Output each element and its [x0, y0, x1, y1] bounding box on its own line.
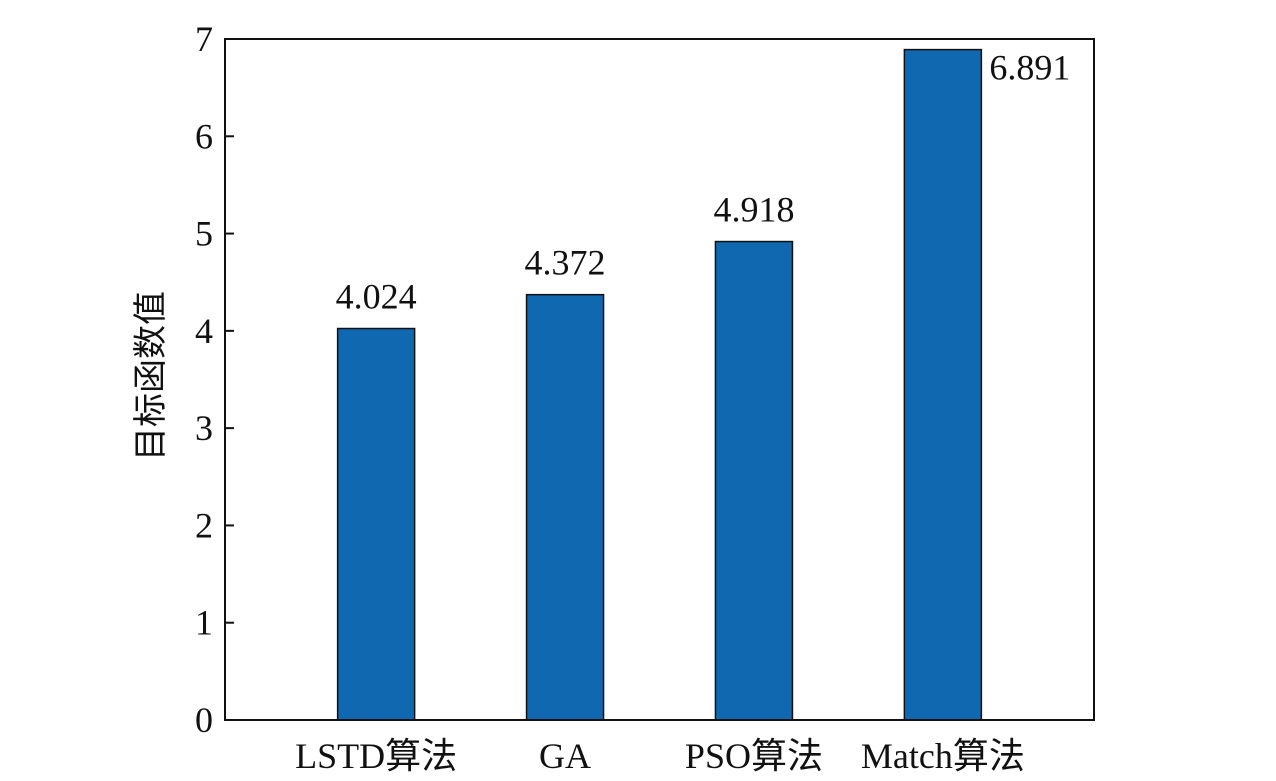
- y-tick-label: 2: [195, 505, 213, 545]
- bar: [903, 48, 983, 721]
- x-tick-label: Match算法: [861, 736, 1025, 776]
- y-tick-label: 1: [195, 603, 213, 643]
- y-axis-label: 目标函数值: [131, 291, 171, 461]
- x-tick-label: LSTD算法: [295, 736, 457, 776]
- y-tick-label: 3: [195, 408, 213, 448]
- bars: [336, 48, 983, 721]
- data-label: 6.891: [989, 48, 1070, 88]
- bar: [336, 327, 416, 721]
- y-axis-ticks: 0 1 2 3 4 5 6 7: [195, 19, 234, 740]
- y-tick-label: 7: [195, 19, 213, 59]
- data-label: 4.024: [336, 277, 417, 317]
- x-tick-label: PSO算法: [685, 736, 823, 776]
- data-labels: 4.024 4.372 4.918 6.891: [336, 48, 1071, 317]
- data-label: 4.372: [525, 243, 606, 283]
- x-axis-ticks: LSTD算法 GA PSO算法 Match算法: [295, 711, 1025, 776]
- x-tick-label: GA: [539, 736, 591, 776]
- y-tick-label: 6: [195, 116, 213, 156]
- plot-frame: [224, 38, 1095, 721]
- bar: [525, 293, 605, 721]
- y-tick-label: 4: [195, 311, 213, 351]
- data-label: 4.918: [713, 190, 794, 230]
- y-tick-label: 5: [195, 214, 213, 254]
- y-tick-label: 0: [195, 700, 213, 740]
- bar: [714, 240, 794, 721]
